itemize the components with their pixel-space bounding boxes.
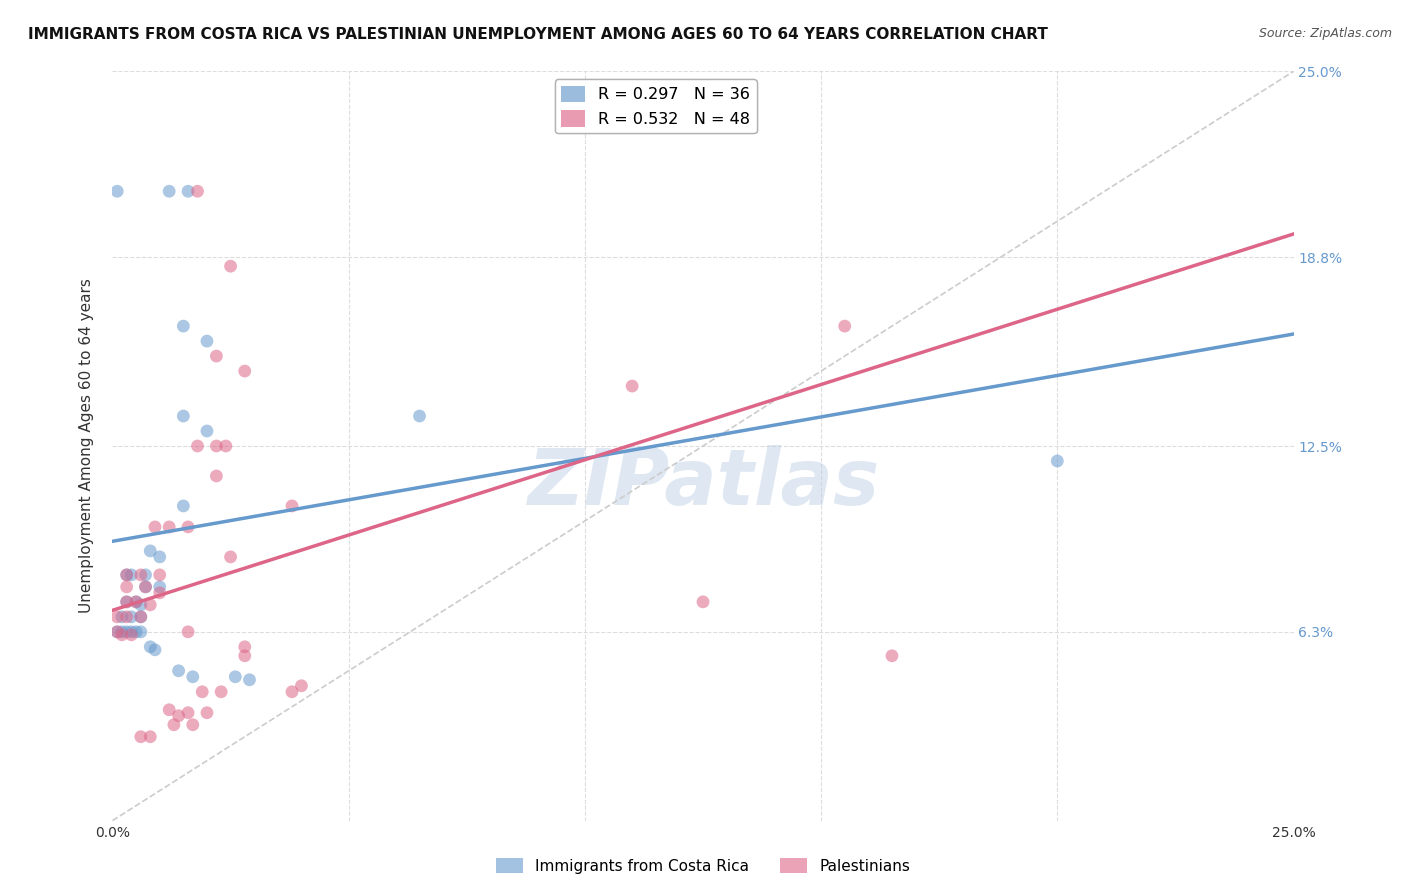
Point xyxy=(139,598,162,612)
Point xyxy=(139,544,162,558)
Point xyxy=(111,628,134,642)
Point xyxy=(1022,49,1045,63)
Point xyxy=(143,642,166,657)
Point xyxy=(129,610,152,624)
Point xyxy=(105,610,128,624)
Point xyxy=(143,520,166,534)
Point xyxy=(120,567,142,582)
Point xyxy=(177,624,200,639)
Point xyxy=(157,703,180,717)
Point xyxy=(219,549,242,564)
Point xyxy=(129,624,152,639)
Point xyxy=(149,580,172,594)
Point xyxy=(129,610,152,624)
Legend: R = 0.297   N = 36, R = 0.532   N = 48: R = 0.297 N = 36, R = 0.532 N = 48 xyxy=(555,79,756,133)
Point xyxy=(115,595,138,609)
Point xyxy=(1046,454,1069,468)
Point xyxy=(111,610,134,624)
Point xyxy=(181,670,204,684)
Point xyxy=(125,595,148,609)
Point xyxy=(157,520,180,534)
Point xyxy=(111,624,134,639)
Point xyxy=(129,567,152,582)
Point xyxy=(129,730,152,744)
Point xyxy=(290,679,312,693)
Point xyxy=(205,439,228,453)
Text: IMMIGRANTS FROM COSTA RICA VS PALESTINIAN UNEMPLOYMENT AMONG AGES 60 TO 64 YEARS: IMMIGRANTS FROM COSTA RICA VS PALESTINIA… xyxy=(28,27,1047,42)
Point xyxy=(233,364,256,378)
Point xyxy=(621,379,644,393)
Point xyxy=(224,670,246,684)
Point xyxy=(195,424,218,438)
Point xyxy=(195,334,218,348)
Point xyxy=(834,319,856,334)
Point xyxy=(408,409,430,423)
Text: ZIPatlas: ZIPatlas xyxy=(527,445,879,522)
Point xyxy=(129,598,152,612)
Point xyxy=(115,580,138,594)
Point xyxy=(139,640,162,654)
Point xyxy=(281,499,304,513)
Point xyxy=(172,319,194,334)
Point xyxy=(105,624,128,639)
Point xyxy=(172,499,194,513)
Point xyxy=(191,685,214,699)
Point xyxy=(115,610,138,624)
Point xyxy=(167,664,190,678)
Point xyxy=(233,648,256,663)
Legend: Immigrants from Costa Rica, Palestinians: Immigrants from Costa Rica, Palestinians xyxy=(489,852,917,880)
Point xyxy=(120,628,142,642)
Y-axis label: Unemployment Among Ages 60 to 64 years: Unemployment Among Ages 60 to 64 years xyxy=(79,278,94,614)
Point xyxy=(115,624,138,639)
Point xyxy=(880,648,903,663)
Point xyxy=(149,567,172,582)
Point xyxy=(205,349,228,363)
Point xyxy=(125,624,148,639)
Point xyxy=(186,184,208,198)
Point xyxy=(209,685,232,699)
Point xyxy=(135,580,157,594)
Point xyxy=(167,708,190,723)
Point xyxy=(172,409,194,423)
Point xyxy=(149,586,172,600)
Point xyxy=(139,730,162,744)
Point xyxy=(195,706,218,720)
Point xyxy=(115,567,138,582)
Point xyxy=(233,640,256,654)
Point xyxy=(105,184,128,198)
Point xyxy=(163,717,186,731)
Point xyxy=(177,706,200,720)
Point xyxy=(135,580,157,594)
Point xyxy=(135,567,157,582)
Point xyxy=(149,549,172,564)
Point xyxy=(238,673,260,687)
Point xyxy=(205,469,228,483)
Point xyxy=(186,439,208,453)
Point xyxy=(115,567,138,582)
Point xyxy=(125,595,148,609)
Point xyxy=(177,520,200,534)
Point xyxy=(281,685,304,699)
Point xyxy=(215,439,238,453)
Point xyxy=(105,624,128,639)
Point xyxy=(120,610,142,624)
Point xyxy=(692,595,714,609)
Text: Source: ZipAtlas.com: Source: ZipAtlas.com xyxy=(1258,27,1392,40)
Point xyxy=(181,717,204,731)
Point xyxy=(157,184,180,198)
Point xyxy=(120,624,142,639)
Point xyxy=(219,259,242,273)
Point xyxy=(115,595,138,609)
Point xyxy=(233,49,256,63)
Point xyxy=(177,184,200,198)
